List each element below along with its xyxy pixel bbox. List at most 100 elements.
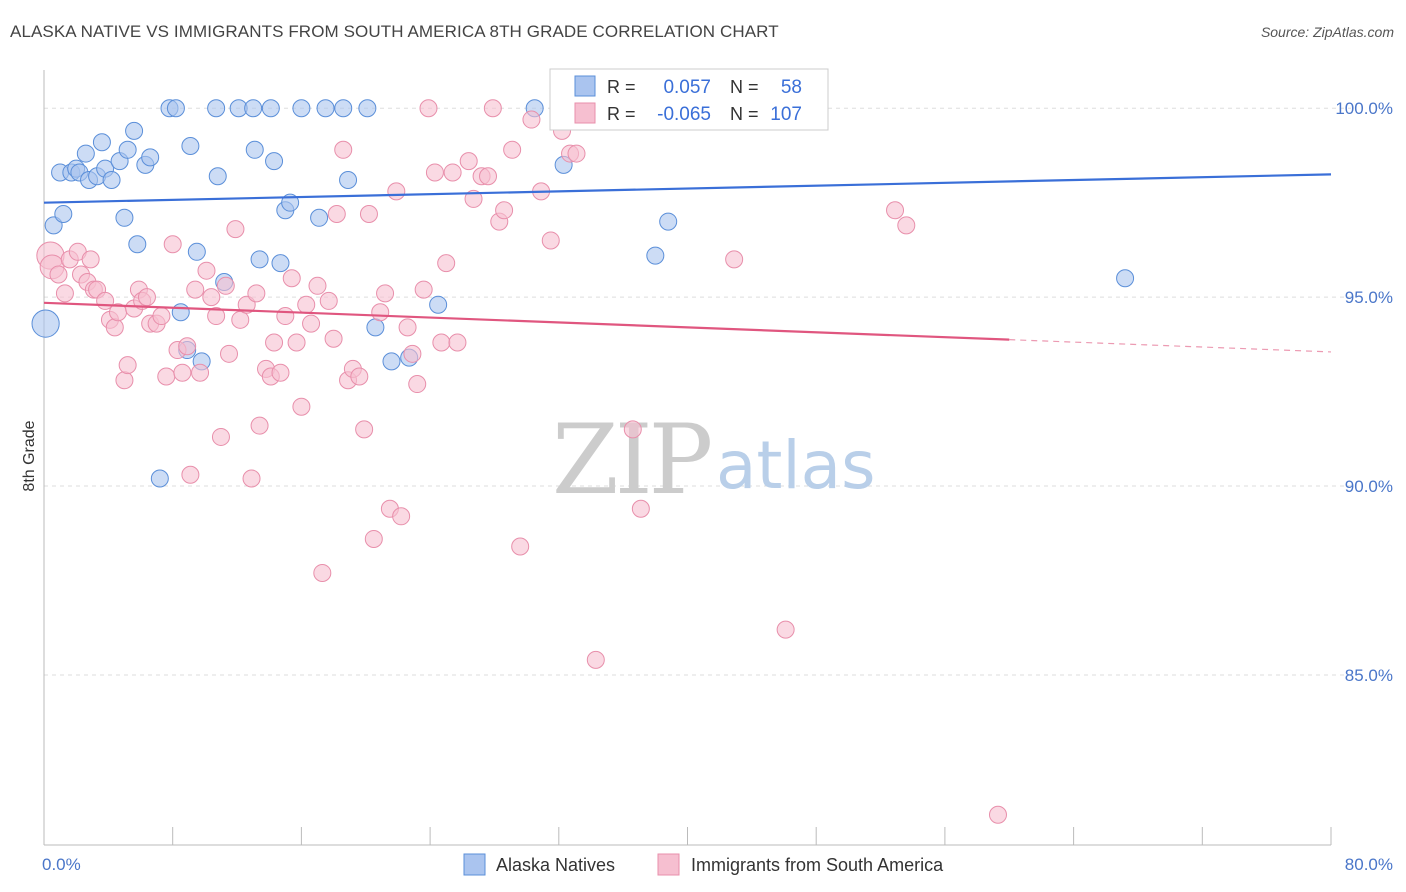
alaska-natives-point bbox=[125, 121, 144, 140]
alaska-natives-point bbox=[339, 171, 358, 190]
legend-label-alaska-natives[interactable]: Alaska Natives bbox=[496, 855, 615, 875]
alaska-natives-point bbox=[244, 99, 263, 118]
immigrants-point bbox=[178, 337, 197, 356]
immigrants-point bbox=[503, 140, 522, 159]
immigrants-point bbox=[359, 205, 378, 224]
immigrants-point bbox=[479, 167, 498, 186]
immigrants-point bbox=[437, 254, 456, 273]
immigrants-point bbox=[231, 310, 250, 329]
immigrants-point bbox=[186, 280, 205, 299]
alaska-natives-trend bbox=[43, 173, 1332, 204]
immigrants-point bbox=[287, 333, 306, 352]
alaska-natives-point bbox=[92, 133, 111, 152]
alaska-natives-point bbox=[31, 309, 60, 338]
immigrants-point bbox=[425, 163, 444, 182]
alaska-natives-point bbox=[382, 352, 401, 371]
alaska-natives-point bbox=[429, 295, 448, 314]
stats-r-value-1: 0.057 bbox=[663, 77, 711, 98]
immigrants-point bbox=[376, 284, 395, 303]
alaska-natives-point bbox=[292, 99, 311, 118]
watermark: ZIP atlas bbox=[552, 404, 876, 516]
immigrants-point bbox=[81, 250, 100, 269]
stats-r-label-2: R = bbox=[607, 104, 636, 124]
immigrants-point bbox=[302, 314, 321, 333]
immigrants-point bbox=[118, 356, 137, 375]
immigrants-point bbox=[313, 563, 332, 582]
immigrants-point bbox=[49, 265, 68, 284]
immigrants-point bbox=[776, 620, 795, 639]
immigrants-point bbox=[988, 805, 1007, 824]
immigrants-point bbox=[522, 110, 541, 129]
immigrants-point bbox=[886, 201, 905, 220]
immigrants-point bbox=[282, 269, 301, 288]
alaska-natives-point bbox=[150, 469, 169, 488]
stats-n-label-2: N = bbox=[730, 104, 759, 124]
immigrants-point bbox=[414, 280, 433, 299]
alaska-natives-point bbox=[102, 171, 121, 190]
x-tick-label: 0.0% bbox=[42, 855, 81, 874]
immigrants-trend-extrapolated bbox=[1009, 339, 1332, 353]
immigrants-point bbox=[250, 416, 269, 435]
alaska-natives-point bbox=[1116, 269, 1135, 288]
immigrants-point bbox=[308, 276, 327, 295]
stats-box: R = 0.057 N = 58 R = -0.065 N = 107 bbox=[549, 68, 829, 131]
alaska-natives-point bbox=[310, 208, 329, 227]
alaska-natives-point bbox=[166, 99, 185, 118]
immigrants-point bbox=[181, 465, 200, 484]
immigrants-point bbox=[226, 220, 245, 239]
alaska-natives-point bbox=[245, 140, 264, 159]
chart-title: ALASKA NATIVE VS IMMIGRANTS FROM SOUTH A… bbox=[10, 22, 779, 41]
alaska-natives-point bbox=[250, 250, 269, 269]
immigrants-point bbox=[631, 499, 650, 518]
stats-n-value-2: 107 bbox=[770, 104, 802, 125]
immigrants-point bbox=[211, 427, 230, 446]
immigrants-point bbox=[350, 367, 369, 386]
y-tick-label: 95.0% bbox=[1345, 288, 1393, 307]
alaska-natives-point bbox=[358, 99, 377, 118]
alaska-natives-point bbox=[265, 152, 284, 171]
immigrants-point bbox=[55, 284, 74, 303]
immigrants-point bbox=[247, 284, 266, 303]
y-axis-title: 8th Grade bbox=[21, 420, 38, 491]
immigrants-point bbox=[419, 99, 438, 118]
immigrants-point bbox=[115, 371, 134, 390]
axes bbox=[43, 70, 1331, 846]
immigrants-point bbox=[443, 163, 462, 182]
immigrants-point bbox=[173, 363, 192, 382]
alaska-natives-point bbox=[128, 235, 147, 254]
immigrants-point bbox=[387, 182, 406, 201]
alaska-natives-point bbox=[659, 212, 678, 231]
stats-r-value-2: -0.065 bbox=[657, 104, 711, 125]
stats-r-label-1: R = bbox=[607, 77, 636, 97]
alaska-natives-point bbox=[115, 208, 134, 227]
immigrants-point bbox=[334, 140, 353, 159]
immigrants-point bbox=[220, 344, 239, 363]
immigrants-point bbox=[448, 333, 467, 352]
immigrants-point bbox=[567, 144, 586, 163]
immigrants-point bbox=[408, 375, 427, 394]
alaska-natives-point bbox=[181, 137, 200, 156]
legend-swatch-alaska-natives[interactable] bbox=[463, 853, 486, 876]
immigrants-point bbox=[623, 420, 642, 439]
data-points bbox=[31, 99, 1135, 824]
legend: Alaska Natives Immigrants from South Ame… bbox=[463, 853, 944, 876]
immigrants-point bbox=[216, 276, 235, 295]
alaska-natives-point bbox=[366, 318, 385, 337]
immigrants-point bbox=[297, 295, 316, 314]
immigrants-point bbox=[541, 231, 560, 250]
immigrants-point bbox=[207, 307, 226, 326]
legend-swatch-immigrants-south-america[interactable] bbox=[657, 853, 680, 876]
immigrants-point bbox=[242, 469, 261, 488]
immigrants-point bbox=[398, 318, 417, 337]
trend-lines bbox=[43, 173, 1332, 353]
immigrants-point bbox=[459, 152, 478, 171]
legend-label-immigrants-south-america[interactable]: Immigrants from South America bbox=[691, 855, 944, 875]
alaska-natives-point bbox=[54, 205, 73, 224]
immigrants-point bbox=[355, 420, 374, 439]
immigrants-point bbox=[511, 537, 530, 556]
immigrants-point bbox=[495, 201, 514, 220]
immigrants-point bbox=[265, 333, 284, 352]
watermark-atlas: atlas bbox=[716, 427, 876, 504]
alaska-natives-point bbox=[207, 99, 226, 118]
